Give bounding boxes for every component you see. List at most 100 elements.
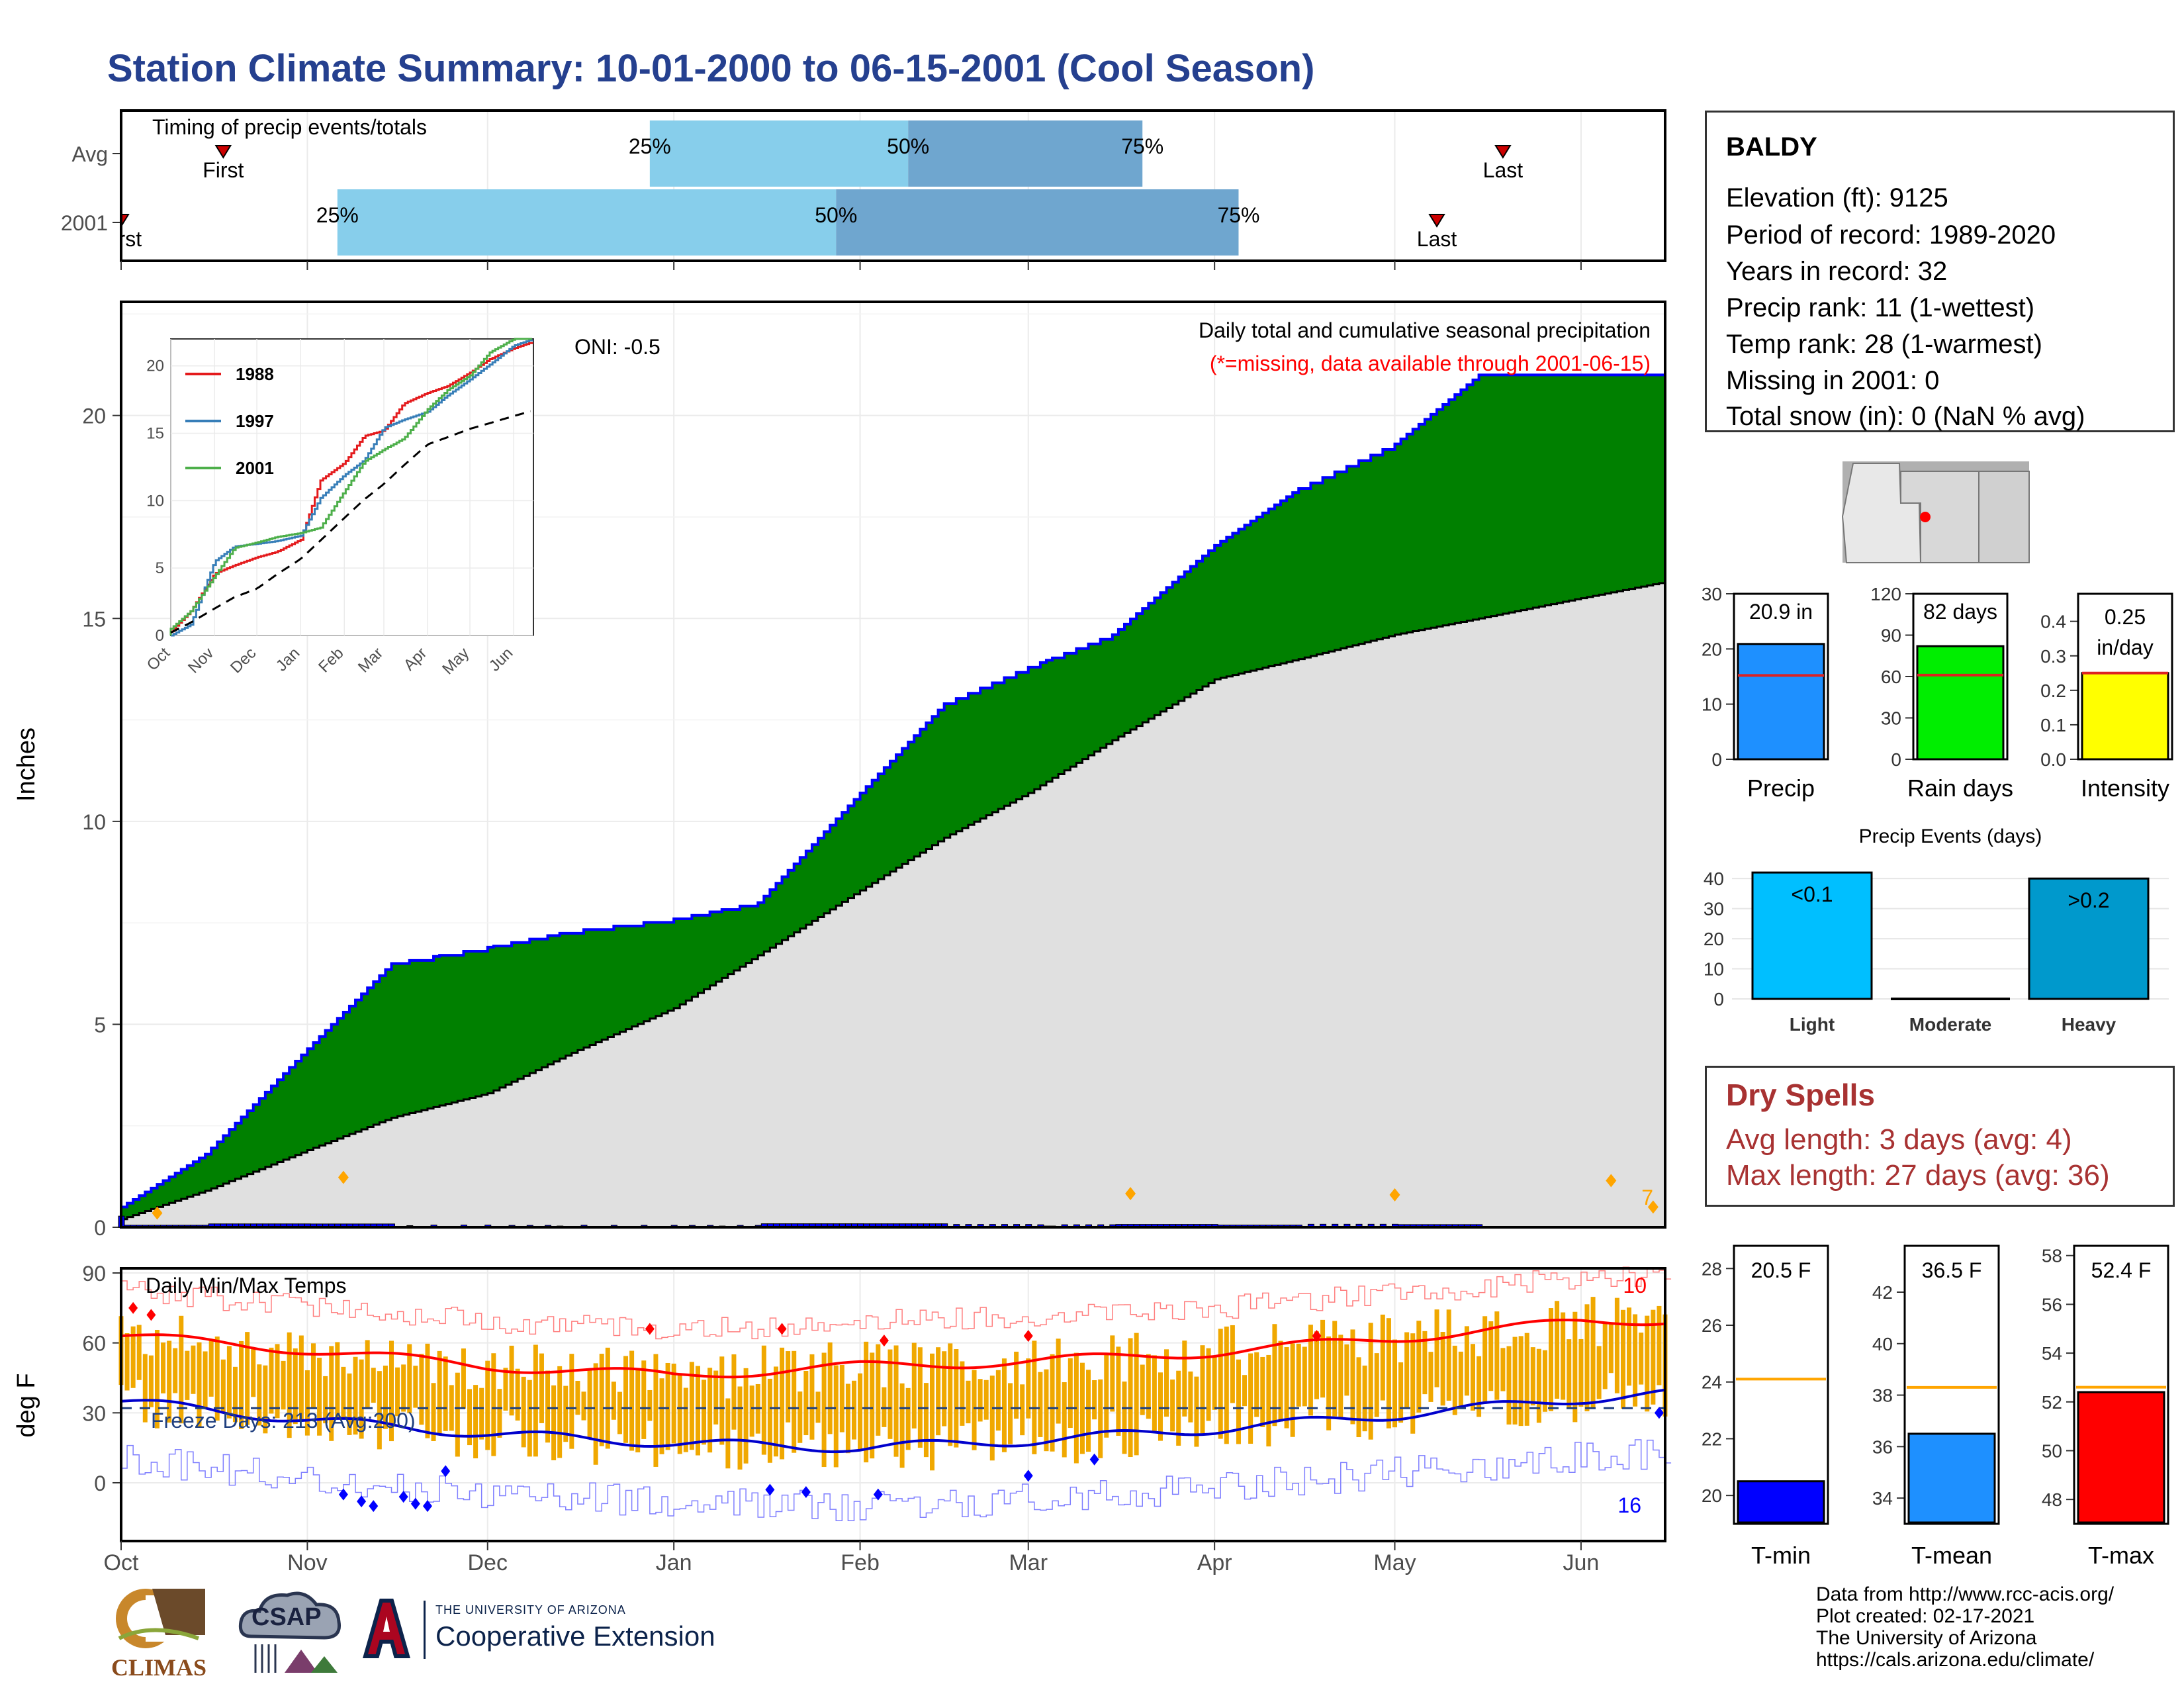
precip-cumulative-line <box>121 373 1665 1209</box>
daily-temp-bar <box>1332 1321 1338 1417</box>
daily-temp-bar <box>185 1350 190 1400</box>
temp-y-tick-label: 60 <box>82 1332 106 1356</box>
daily-temp-bar <box>226 1346 232 1419</box>
daily-temp-bar <box>1020 1384 1025 1436</box>
daily-temp-bar <box>1458 1351 1463 1408</box>
daily-temp-bar <box>191 1345 196 1394</box>
daily-temp-bar <box>431 1383 436 1441</box>
temp-bar-tick-label: 22 <box>1702 1429 1722 1449</box>
csap-cloud-icon <box>238 1591 341 1673</box>
daily-temp-bar <box>1368 1323 1373 1440</box>
temp-record-low-line <box>121 1439 1672 1522</box>
timing-q75-label: 75% <box>1217 203 1259 227</box>
precip-y-tick-label: 20 <box>82 404 106 428</box>
daily-temp-bar <box>1590 1297 1596 1408</box>
mini-bar-tick-label: 30 <box>1881 708 1901 729</box>
precip-total-bar <box>1737 643 1825 761</box>
daily-temp-bar <box>575 1381 580 1415</box>
daily-temp-bar <box>1224 1327 1229 1444</box>
timing-panel-border <box>120 109 1666 262</box>
daily-temp-bar <box>870 1352 875 1459</box>
daily-temp-bar <box>347 1373 352 1435</box>
daily-temp-bar <box>401 1364 406 1412</box>
station-years: Years in record: 32 <box>1726 257 1948 286</box>
daily-temp-bar <box>1038 1372 1043 1437</box>
daily-temp-bar <box>130 1326 136 1388</box>
daily-temp-bar <box>1254 1352 1259 1417</box>
daily-temp-bar <box>725 1398 731 1469</box>
daily-temp-bar <box>1236 1359 1241 1444</box>
rain-days-axis-label: Rain days <box>1907 774 2013 802</box>
station-missing: Missing in 2001: 0 <box>1726 366 1940 395</box>
timing-row-label: Avg <box>71 142 108 166</box>
daily-temp-bar <box>1639 1333 1644 1385</box>
daily-temp-bar <box>864 1341 869 1463</box>
daily-temp-bar <box>605 1347 610 1449</box>
daily-temp-bar <box>539 1353 544 1423</box>
daily-temp-bar <box>1657 1305 1662 1385</box>
temp-panel-bg <box>121 1268 1665 1541</box>
timing-marker-label: Last <box>1483 158 1524 182</box>
dry-spells-avg: Avg length: 3 days (avg: 4) <box>1726 1123 2072 1156</box>
daily-temp-bar <box>882 1387 887 1427</box>
daily-temp-bar <box>557 1366 563 1458</box>
station-info-box: BALDY Elevation (ft): 9125 Period of rec… <box>1705 111 2175 432</box>
temp-bar-tick-label: 52 <box>2042 1392 2062 1413</box>
daily-temp-bar <box>671 1363 676 1444</box>
daily-temp-bar <box>1032 1340 1037 1454</box>
temp-panel-title: Daily Min/Max Temps <box>146 1274 346 1297</box>
daily-temp-bar <box>467 1389 473 1446</box>
daily-temp-bar <box>911 1342 917 1429</box>
record-low-marker <box>410 1497 420 1510</box>
temp-bar-tick-label: 40 <box>1872 1334 1893 1354</box>
daily-temp-bar <box>1512 1336 1518 1425</box>
daily-temp-bar <box>989 1376 995 1461</box>
record-high-marker <box>1023 1330 1033 1342</box>
daily-temp-bar <box>335 1342 340 1417</box>
tmin-frame <box>1733 1244 1829 1525</box>
daily-temp-bar <box>923 1383 929 1458</box>
daily-temp-bar <box>1338 1335 1343 1419</box>
daily-temp-bar <box>1230 1325 1235 1403</box>
mini-bar-tick-label: 120 <box>1870 584 1901 604</box>
daily-temp-bar <box>677 1374 682 1454</box>
daily-temp-bar <box>1477 1356 1482 1417</box>
daily-temp-bar <box>389 1340 394 1442</box>
daily-temp-bar <box>978 1379 983 1422</box>
daily-temp-bar <box>659 1378 664 1454</box>
daily-temp-bar <box>1542 1350 1547 1412</box>
daily-temp-bar <box>858 1373 863 1451</box>
daily-temp-bar <box>1158 1372 1163 1441</box>
daily-temp-bar <box>1248 1353 1253 1444</box>
daily-temp-bar <box>917 1347 923 1448</box>
mini-bar-tick-label: 0.1 <box>2040 715 2066 735</box>
daily-temp-bar <box>310 1343 316 1409</box>
precip-total-value-label: 20.9 in <box>1749 600 1813 624</box>
tmin-value-label: 20.5 F <box>1751 1258 1811 1282</box>
daily-temp-bar <box>887 1349 893 1439</box>
daily-temp-bar <box>1260 1356 1265 1427</box>
daily-temp-bar <box>419 1354 424 1425</box>
timing-q25-label: 25% <box>316 203 359 227</box>
inset-series-line <box>169 338 532 635</box>
daily-temp-bar <box>773 1366 778 1457</box>
daily-temp-bar <box>821 1352 827 1468</box>
daily-temp-bar <box>136 1325 142 1380</box>
daily-temp-bar <box>1602 1323 1608 1389</box>
daily-temp-bar <box>803 1370 809 1436</box>
inset-panel <box>170 338 534 636</box>
daily-temp-bar <box>275 1344 280 1419</box>
inset-y-tick-label: 15 <box>146 425 164 443</box>
daily-temp-bar <box>1026 1358 1031 1419</box>
mini-bar-tick-label: 90 <box>1881 626 1901 646</box>
timing-marker <box>1494 145 1512 159</box>
daily-temp-bar <box>1428 1352 1433 1402</box>
daily-temp-bar <box>743 1368 749 1464</box>
daily-temp-bar <box>154 1329 159 1429</box>
temp-bar-tick-label: 28 <box>1702 1258 1722 1279</box>
daily-temp-bar <box>1092 1380 1097 1420</box>
daily-temp-bar <box>1524 1333 1529 1426</box>
daily-temp-bar <box>461 1348 466 1409</box>
daily-temp-bar <box>1471 1344 1476 1411</box>
daily-temp-bar <box>1500 1348 1506 1391</box>
